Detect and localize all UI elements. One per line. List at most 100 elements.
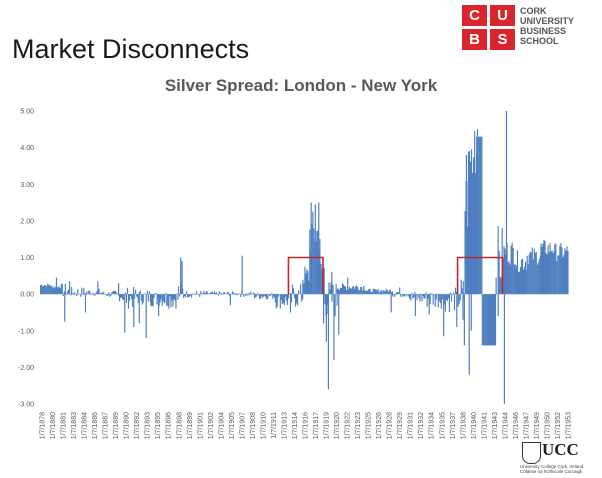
data-bar [236, 294, 238, 296]
data-bar [367, 289, 369, 295]
data-bar [279, 294, 281, 309]
data-bar [199, 294, 201, 297]
data-bar [532, 259, 534, 295]
data-bar [496, 293, 498, 295]
data-bar [258, 294, 260, 296]
data-bar [83, 288, 85, 295]
data-bar [493, 294, 496, 346]
data-bar [78, 293, 80, 295]
data-bar [376, 290, 378, 295]
data-bar [95, 292, 97, 295]
data-bar [384, 291, 386, 295]
data-bar [272, 294, 274, 299]
data-bar [481, 136, 483, 295]
data-bar [122, 294, 124, 300]
data-bar [113, 290, 115, 295]
data-bar [162, 294, 164, 302]
data-bar [72, 292, 74, 295]
data-bar [148, 291, 150, 295]
data-bar [154, 293, 156, 295]
data-bar [392, 294, 394, 297]
spike-bar [414, 294, 416, 317]
data-bar [412, 294, 414, 299]
x-tick-label: 1/7/1943 [492, 412, 499, 439]
data-bar [461, 288, 463, 295]
data-bar [485, 294, 487, 346]
spike-bar [497, 294, 499, 317]
data-bar [90, 294, 92, 295]
data-bar [153, 294, 155, 299]
spike-bar [117, 283, 120, 295]
data-bar [563, 254, 565, 295]
data-bar [525, 261, 527, 295]
data-bar [289, 293, 292, 295]
data-bar [159, 294, 161, 303]
data-bar [478, 136, 480, 295]
data-bar [470, 149, 473, 295]
data-bar [140, 294, 142, 301]
data-bar [381, 292, 383, 295]
data-bar [62, 294, 64, 297]
data-bar [46, 286, 48, 295]
data-bar [295, 294, 298, 304]
data-bar [383, 290, 385, 295]
data-bar [399, 287, 401, 295]
y-tick-label: -2.00 [18, 365, 34, 372]
data-bar [171, 294, 173, 301]
x-tick-label: 1/7/1910 [260, 412, 267, 439]
data-bar [50, 285, 52, 295]
data-bar [551, 250, 553, 295]
data-bar [98, 288, 100, 295]
spike-bar [347, 277, 349, 295]
spike-bar [145, 294, 147, 339]
data-bar [484, 294, 486, 346]
x-tick-label: 1/7/1931 [408, 412, 415, 439]
data-bar [546, 254, 548, 295]
x-tick-label: 1/7/1925 [366, 412, 373, 439]
data-bar [336, 288, 338, 295]
data-bar [393, 294, 395, 295]
data-bar [358, 289, 360, 295]
x-tick-label: 1/7/1926 [376, 412, 383, 439]
data-bar [396, 292, 398, 295]
data-bar [43, 285, 45, 295]
data-bar [277, 294, 279, 297]
x-tick-label: 1/7/1953 [566, 412, 573, 439]
data-bar [115, 291, 117, 295]
data-bar [144, 293, 146, 295]
data-bar [313, 228, 315, 295]
x-tick-label: 1/7/1920 [334, 412, 341, 439]
data-bar [513, 264, 515, 295]
data-bar [250, 291, 252, 295]
highlight-bracket [287, 256, 324, 295]
data-bar [526, 255, 528, 295]
data-bar [76, 294, 78, 297]
data-bar [373, 288, 375, 295]
logo-letter-c: C [462, 5, 487, 26]
data-bar [564, 248, 566, 295]
data-bar [223, 292, 226, 295]
data-bar [220, 292, 223, 295]
data-bar [58, 286, 60, 295]
data-bar [143, 293, 145, 295]
data-bar [391, 291, 393, 295]
data-bar [500, 277, 502, 295]
data-bar [539, 255, 541, 295]
data-bar [449, 292, 452, 295]
data-bar [446, 294, 448, 302]
spike-bar [310, 202, 312, 295]
data-bar [357, 286, 359, 295]
data-bar [248, 292, 250, 295]
data-bar [138, 292, 140, 295]
data-bar [202, 294, 204, 295]
data-bar [170, 294, 172, 308]
data-bar [275, 294, 277, 309]
data-bar [534, 252, 536, 295]
data-bar [299, 293, 301, 295]
data-bar [189, 294, 191, 297]
data-bar [110, 294, 112, 296]
data-bar [425, 292, 427, 295]
data-bar [555, 243, 557, 295]
data-bar [494, 294, 497, 346]
spike-bar [428, 294, 430, 315]
